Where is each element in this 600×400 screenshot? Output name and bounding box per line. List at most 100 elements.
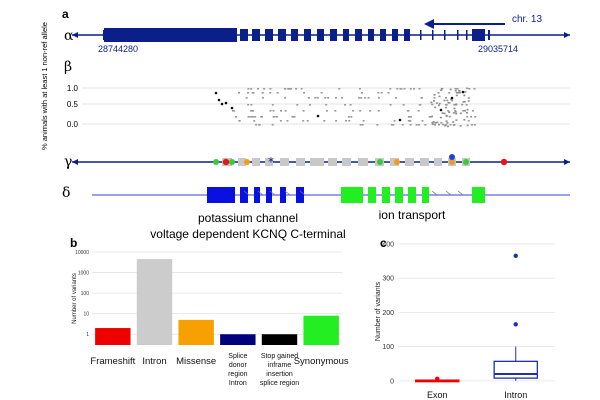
chart-b-bar [303, 315, 339, 345]
beta-variant-dot [338, 88, 341, 90]
beta-variant-dot [290, 88, 292, 90]
beta-variant-dot [466, 108, 469, 111]
beta-variant-dot [302, 120, 305, 122]
gamma-frameshift-marker [500, 158, 508, 166]
chart-b-bar [220, 334, 256, 345]
chart-b-x-tick-label: Stop gained [261, 353, 298, 360]
beta-variant-dot [377, 97, 380, 99]
beta-variant-dot-dark [450, 96, 454, 100]
beta-variant-dot [377, 92, 380, 94]
beta-variant-dot [296, 104, 299, 106]
beta-variant-dot [348, 120, 351, 122]
beta-variant-dot [409, 120, 412, 122]
beta-variant-dot [466, 87, 469, 90]
beta-variant-dot [455, 103, 458, 105]
beta-variant-dot [455, 112, 458, 115]
axis-arrow-right [564, 32, 570, 38]
beta-variant-dot [250, 116, 253, 118]
beta-variant-dot [459, 112, 462, 115]
beta-variant-dot [433, 100, 435, 102]
beta-variant-dot [300, 88, 303, 90]
chart-b-y-tick-label: 1000 [78, 271, 89, 277]
beta-variant-dot [269, 88, 272, 90]
beta-variant-dot [434, 122, 437, 124]
panel-label-alpha: α [64, 28, 74, 44]
exon-block [368, 29, 374, 41]
beta-variant-dot [443, 99, 446, 102]
beta-variant-dot [445, 104, 448, 106]
beta-variant-dot [287, 88, 290, 90]
beta-variant-dot [276, 92, 279, 94]
beta-variant-dot [432, 121, 435, 123]
beta-variant-dot [307, 97, 310, 99]
beta-variant-dot [389, 88, 392, 90]
beta-variant-dot [431, 103, 434, 106]
beta-variant-dot-dark [214, 91, 218, 95]
gamma-variant-marker [463, 159, 469, 165]
exon-block [343, 29, 349, 41]
beta-variant-dot [286, 120, 289, 122]
beta-variant-dot [438, 102, 441, 105]
beta-variant-dot [417, 110, 420, 112]
chart-b-bar [95, 328, 131, 345]
domain-block-kcnq [207, 187, 235, 203]
panel-label-delta: δ [62, 185, 70, 201]
panel-label-b: b [70, 236, 77, 250]
beta-variant-dot [419, 104, 422, 106]
beta-variant-dot [233, 110, 236, 112]
chart-b-x-tick-label: splice region [260, 380, 299, 387]
beta-tick-0-5: 0.5 [67, 100, 79, 109]
delta-variant-tick [445, 190, 452, 196]
beta-variant-dot [272, 110, 275, 112]
exon-block [380, 29, 386, 41]
chromosome-label: chr. 13 [512, 14, 542, 25]
domain-block-ion-transport [422, 187, 429, 203]
beta-variant-dot [284, 97, 287, 99]
beta-variant-dot [455, 119, 458, 121]
gamma-variant-track: * [72, 154, 570, 169]
beta-variant-dot [247, 88, 250, 90]
beta-variant-dot [273, 116, 276, 118]
beta-variant-dot [452, 124, 455, 126]
beta-variant-dot [462, 101, 465, 103]
beta-variant-dot [415, 124, 418, 126]
beta-variant-dot [435, 102, 438, 104]
exon-block [265, 29, 273, 41]
beta-variant-dot-dark [398, 118, 402, 122]
exon-thin [103, 30, 105, 40]
beta-variant-dot [284, 110, 287, 112]
beta-variant-dot [466, 124, 469, 127]
beta-variant-dot [454, 111, 457, 113]
beta-variant-dot [452, 112, 455, 114]
chart-c-exon-intron-box: 0 100 200 300 400 Number of variants Exon Intro… [375, 237, 555, 400]
beta-variant-dot [473, 124, 476, 126]
beta-variant-dot [295, 88, 298, 90]
beta-variant-dot [359, 110, 362, 112]
beta-variant-dot [376, 124, 379, 126]
beta-variant-dot [401, 124, 404, 126]
beta-variant-dot [324, 97, 327, 99]
beta-variant-dot [389, 104, 392, 106]
delta-variant-tick [269, 190, 276, 196]
chart-c-outlier [513, 253, 518, 259]
chart-c-plot-area [398, 237, 555, 386]
beta-variant-dot [367, 97, 370, 99]
beta-variant-dot [334, 110, 337, 112]
beta-variant-dot [306, 120, 309, 122]
beta-variant-dot [309, 104, 311, 106]
beta-variant-dot [269, 110, 272, 112]
beta-variant-dot [245, 97, 248, 99]
beta-variant-dot [433, 97, 436, 99]
gene-model-track [72, 19, 570, 42]
beta-variant-dot [448, 111, 451, 113]
chart-c-x-tick-label: Intron [504, 390, 527, 400]
beta-variant-dot-dark [461, 90, 465, 94]
exon-block [317, 29, 324, 41]
beta-variant-dot [431, 122, 434, 124]
beta-variant-dot [291, 116, 294, 118]
beta-variant-dot [361, 124, 364, 126]
beta-variant-dot [467, 100, 470, 102]
beta-variant-dot [352, 110, 355, 112]
beta-variant-dot [413, 88, 415, 90]
exon-thin [444, 30, 446, 40]
